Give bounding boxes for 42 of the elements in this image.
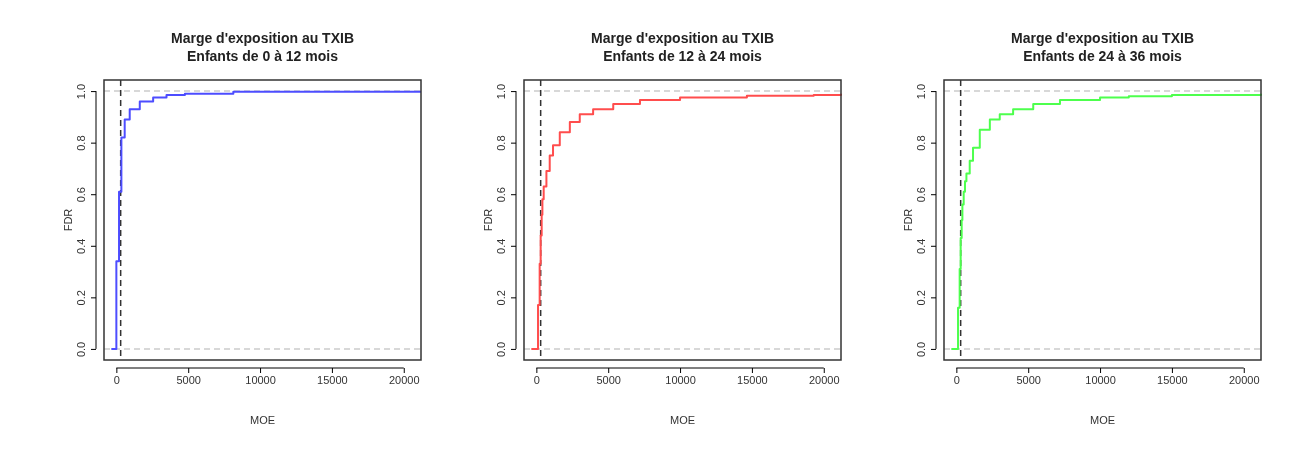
chart-title: Marge d'exposition au TXIB Enfants de 24 à 36 mois — [1010, 30, 1195, 64]
y-axis-title: FDR — [902, 208, 914, 232]
y-tick-label: 1.0 — [74, 83, 87, 100]
x-tick-label: 15000 — [1157, 373, 1188, 386]
y-axis-title: FDR — [62, 208, 74, 232]
x-axis-title: MOE — [1089, 414, 1116, 426]
x-tick-label: 20000 — [808, 373, 840, 386]
y-tick-label: 0.8 — [914, 135, 927, 151]
x-tick-label: 10000 — [665, 373, 696, 386]
y-tick-label: 0.4 — [914, 238, 927, 254]
y-tick-label: 0.0 — [74, 341, 87, 358]
y-tick-label: 0.2 — [74, 290, 87, 306]
y-tick-label: 0.0 — [494, 341, 507, 358]
y-tick-label: 0.2 — [494, 290, 507, 306]
x-tick-label: 5000 — [1016, 373, 1041, 386]
x-axis-title: MOE — [669, 414, 696, 426]
y-axis-title: FDR — [482, 208, 494, 232]
y-tick-label: 0.6 — [494, 187, 507, 203]
y-tick-label: 0.4 — [494, 238, 507, 254]
x-tick-label: 0 — [533, 373, 540, 386]
chart-title: Marge d'exposition au TXIB Enfants de 0 à 12 mois — [170, 30, 355, 64]
y-tick-label: 1.0 — [914, 83, 927, 100]
x-tick-label: 0 — [953, 373, 960, 386]
x-tick-label: 20000 — [1228, 373, 1260, 386]
chart-title: Marge d'exposition au TXIB Enfants de 12 à 24 mois — [590, 30, 775, 64]
y-tick-label: 0.6 — [914, 187, 927, 203]
y-tick-label: 0.8 — [494, 135, 507, 151]
x-tick-label: 0 — [113, 373, 120, 386]
x-axis-title: MOE — [249, 414, 276, 426]
x-tick-label: 15000 — [737, 373, 768, 386]
x-tick-label: 10000 — [1085, 373, 1116, 386]
y-tick-label: 0.8 — [74, 135, 87, 151]
y-tick-label: 1.0 — [494, 83, 507, 100]
x-tick-label: 5000 — [176, 373, 201, 386]
y-tick-label: 0.0 — [914, 341, 927, 358]
x-tick-label: 20000 — [388, 373, 420, 386]
y-tick-label: 0.2 — [914, 290, 927, 306]
y-tick-label: 0.4 — [74, 238, 87, 254]
y-tick-label: 0.6 — [74, 187, 87, 203]
x-tick-label: 5000 — [596, 373, 621, 386]
x-tick-label: 10000 — [245, 373, 276, 386]
x-tick-label: 15000 — [317, 373, 348, 386]
